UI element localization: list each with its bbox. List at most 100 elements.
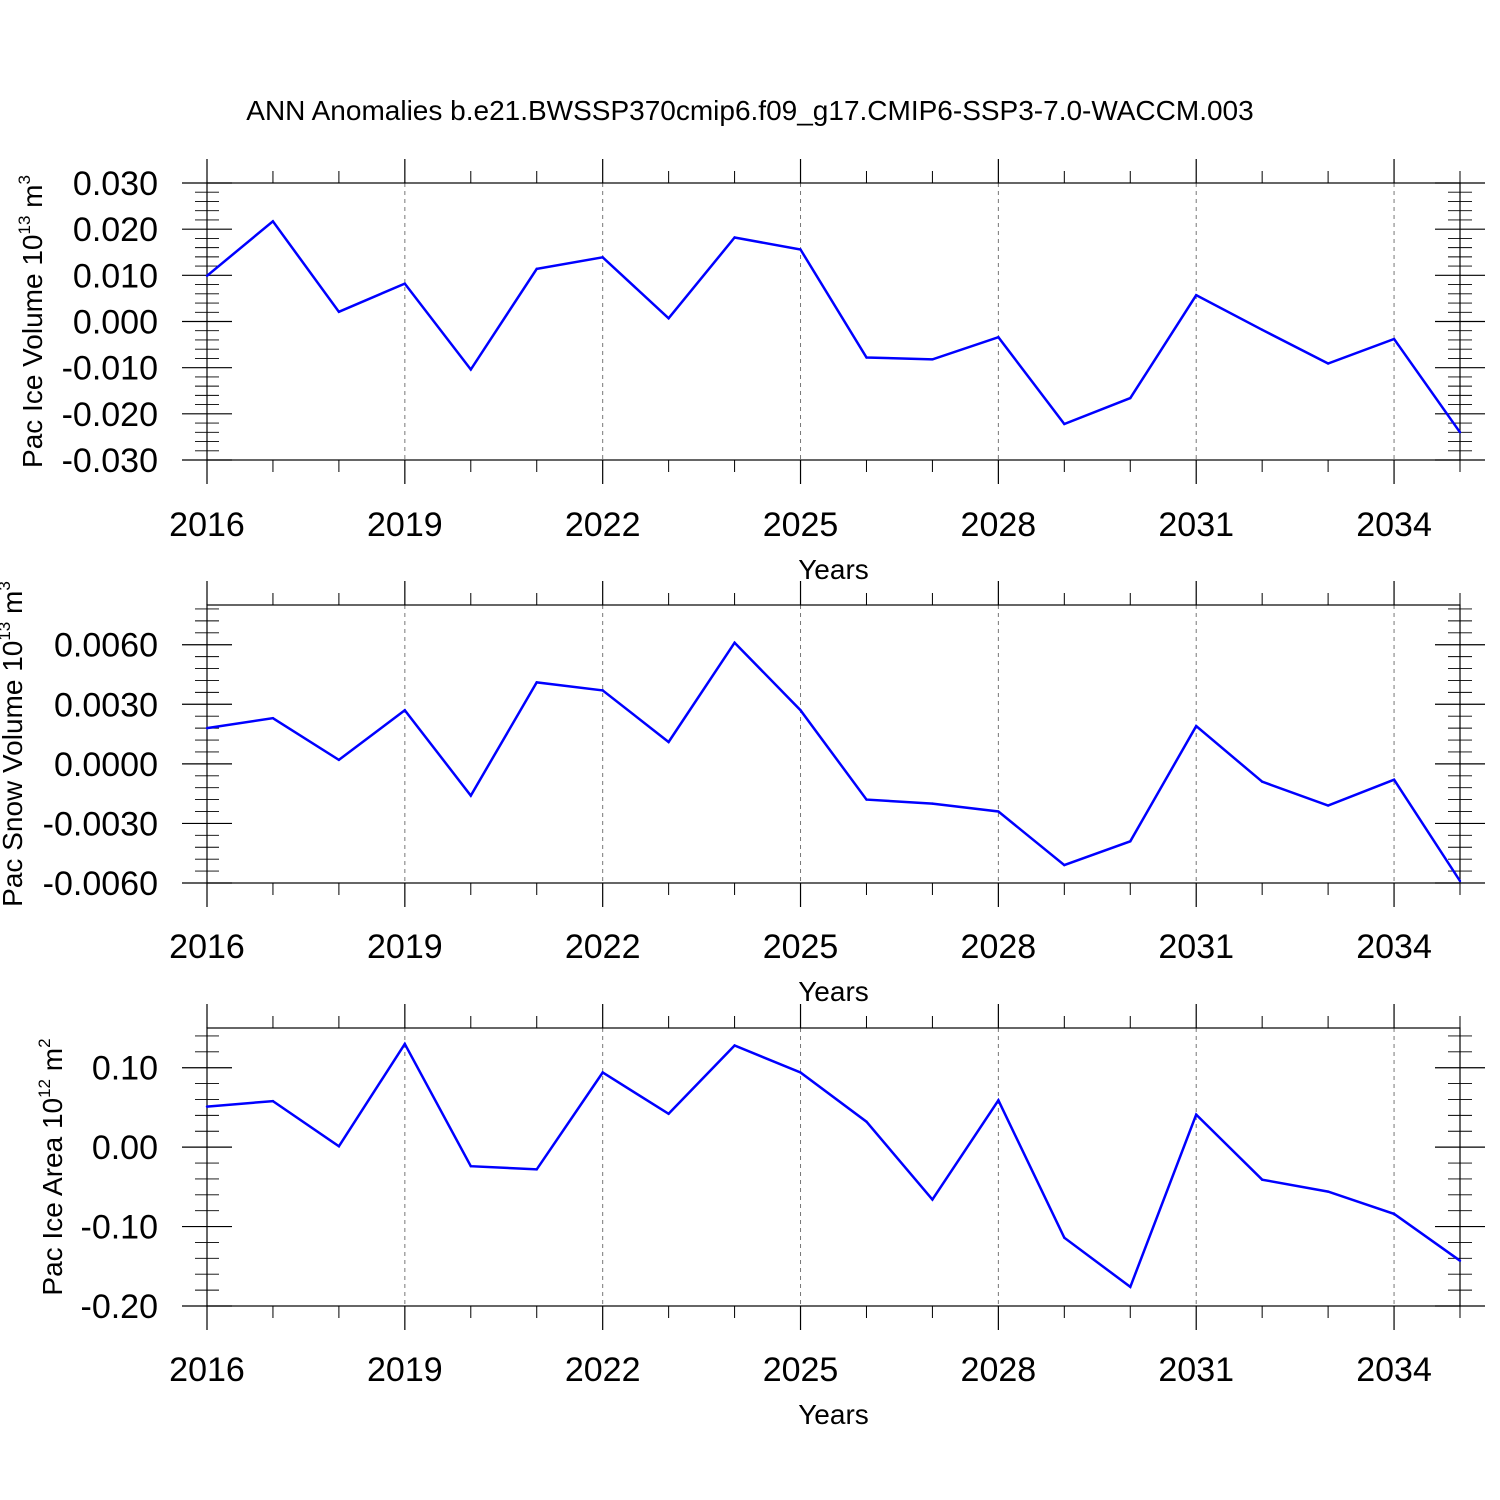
y-tick-label: -0.10 (81, 1209, 159, 1247)
data-point (1392, 1212, 1396, 1216)
data-point (799, 709, 802, 712)
data-point (997, 335, 1000, 339)
data-point (1260, 328, 1264, 332)
panel-3: 2016 2019 2022 2025 2028 2031 2034 -0.20 -0.10 0.… (35, 1004, 1485, 1430)
data-point (469, 1165, 472, 1168)
data-point (931, 802, 934, 805)
data-point (205, 726, 209, 730)
y-tick-label: -0.010 (62, 350, 158, 388)
x-axis-label: Years (798, 976, 869, 1007)
x-tick-label: 2025 (763, 506, 839, 544)
y-tick-label: -0.020 (62, 396, 158, 434)
x-tick-label: 2028 (961, 1351, 1037, 1389)
x-axis-label: Years (798, 1399, 869, 1430)
data-point (865, 1120, 868, 1123)
y-tick-label: 0.010 (73, 257, 158, 295)
data-point (865, 798, 868, 801)
data-point (1458, 431, 1462, 434)
data-point (403, 709, 407, 712)
data-point (1063, 422, 1066, 426)
y-axis-label: Pac Snow Volume 1013 m3 (0, 581, 28, 907)
data-point (799, 248, 802, 251)
panel-2: 2016 2019 2022 2025 2028 2031 2034 -0.0060 -0.00… (0, 581, 1485, 1007)
data-point (931, 1198, 934, 1201)
figure-title: ANN Anomalies b.e21.BWSSP370cmip6.f09_g1… (246, 95, 1253, 126)
data-point (403, 282, 407, 285)
data-point (469, 794, 472, 797)
data-point (535, 267, 538, 271)
data-point (1458, 1259, 1462, 1262)
chart-panels: 2016 2019 2022 2025 2028 2031 2034 -0.030 -0.020… (0, 159, 1485, 1430)
data-point (337, 310, 341, 314)
data-point (271, 716, 275, 720)
data-point (601, 689, 604, 692)
y-tick-label: 0.000 (73, 304, 158, 342)
series-line (206, 219, 1462, 434)
data-point (997, 1099, 1000, 1102)
data-point (1063, 1236, 1066, 1239)
data-point (1195, 293, 1198, 297)
data-point (1260, 780, 1264, 783)
data-point (667, 317, 670, 320)
y-tick-label: 0.0060 (54, 627, 158, 665)
y-tick-label: -0.0030 (43, 805, 158, 843)
x-tick-label: 2016 (169, 1351, 245, 1389)
data-point (1326, 362, 1330, 365)
series-line (206, 640, 1462, 882)
data-point (799, 1071, 802, 1074)
x-tick-label: 2019 (367, 928, 443, 966)
x-tick-label: 2034 (1356, 928, 1432, 966)
x-tick-label: 2028 (961, 506, 1037, 544)
y-tick-label: 0.0030 (54, 686, 158, 724)
x-tick-label: 2016 (169, 928, 245, 966)
data-point (535, 1168, 538, 1171)
y-axis-label: Pac Ice Area 1012 m2 (35, 1038, 68, 1295)
data-point (733, 236, 736, 239)
data-point (1392, 778, 1396, 781)
data-point (733, 641, 736, 644)
y-tick-label: 0.020 (73, 211, 158, 249)
x-tick-label: 2019 (367, 506, 443, 544)
y-axis-label: Pac Ice Volume 1013 m3 (15, 175, 48, 468)
data-point (667, 740, 670, 744)
plot-frame (206, 604, 1461, 884)
data-point (601, 1071, 604, 1074)
x-tick-label: 2031 (1158, 1351, 1234, 1389)
data-point (205, 1105, 209, 1108)
data-point (601, 256, 604, 259)
y-tick-label: 0.10 (92, 1050, 158, 1088)
y-tick-label: 0.0000 (54, 746, 158, 784)
x-tick-label: 2016 (169, 506, 245, 544)
x-tick-label: 2025 (763, 928, 839, 966)
data-point (337, 758, 341, 762)
data-point (931, 358, 934, 361)
data-point (1458, 879, 1462, 883)
x-axis-label: Years (798, 554, 869, 585)
data-point (1129, 1285, 1132, 1289)
y-tick-label: -0.20 (81, 1288, 159, 1326)
y-tick-label: -0.0060 (43, 865, 158, 903)
y-tick-label: 0.00 (92, 1129, 158, 1167)
x-tick-label: 2019 (367, 1351, 443, 1389)
data-point (469, 368, 472, 371)
data-point (1392, 337, 1396, 341)
plot-frame (206, 1027, 1461, 1307)
x-tick-label: 2031 (1158, 506, 1234, 544)
plot-frame (206, 182, 1461, 461)
data-point (1063, 863, 1066, 867)
x-tick-label: 2028 (961, 928, 1037, 966)
data-point (1195, 1113, 1198, 1116)
data-point (1129, 840, 1132, 843)
data-point (535, 681, 538, 684)
data-point (271, 220, 275, 223)
x-tick-label: 2031 (1158, 928, 1234, 966)
data-point (733, 1044, 736, 1047)
y-tick-label: -0.030 (62, 442, 158, 480)
x-tick-label: 2022 (565, 928, 641, 966)
x-tick-label: 2034 (1356, 506, 1432, 544)
data-point (865, 356, 868, 359)
data-point (271, 1099, 275, 1103)
data-point (1195, 724, 1198, 728)
series-line (206, 1041, 1461, 1289)
